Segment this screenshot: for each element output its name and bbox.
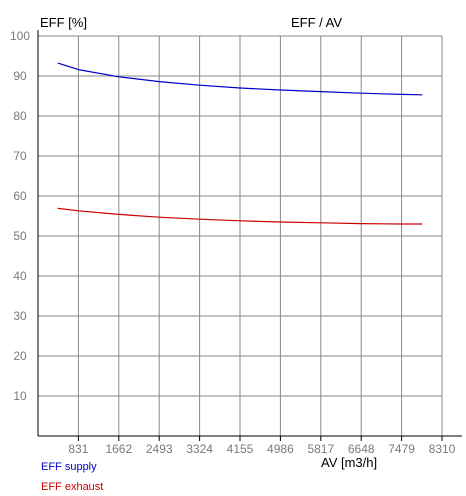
x-tick-label: 3324 (186, 442, 213, 456)
series-lines (57, 62, 423, 225)
y-tick-label: 100 (10, 29, 30, 43)
legend-entry-exhaust: EFF exhaust (41, 481, 104, 493)
x-tick-label: 1662 (105, 442, 132, 456)
x-tick-label: 4155 (227, 442, 254, 456)
grid (38, 35, 443, 436)
x-axis-label: AV [m3/h] (321, 455, 378, 470)
y-tick-label: 40 (13, 269, 27, 283)
y-tick-label: 60 (13, 189, 27, 203)
x-tick-label: 2493 (146, 442, 173, 456)
y-tick-label: 30 (13, 309, 27, 323)
series-line-exhaust (57, 207, 423, 225)
y-tick-label: 50 (13, 229, 27, 243)
y-tick-label: 10 (13, 389, 27, 403)
tick-labels: 831 1662 2493 3324 4155 4986 5817 6648 7479 8310 1… (10, 29, 456, 456)
y-axis-label: EFF [%] (40, 15, 87, 30)
x-tick-label: 5817 (307, 442, 334, 456)
axes (37, 30, 462, 441)
y-tick-label: 90 (13, 69, 27, 83)
x-tick-label: 6648 (348, 442, 375, 456)
x-tick-label: 831 (68, 442, 88, 456)
x-tick-label: 4986 (267, 442, 294, 456)
x-tick-label: 8310 (429, 442, 456, 456)
chart-title: EFF / AV (291, 15, 343, 30)
legend-entry-supply: EFF supply (41, 461, 97, 473)
x-tick-label: 7479 (388, 442, 415, 456)
y-tick-label: 70 (13, 149, 27, 163)
y-tick-label: 20 (13, 349, 27, 363)
series-line-supply (57, 62, 423, 96)
y-tick-label: 80 (13, 109, 27, 123)
